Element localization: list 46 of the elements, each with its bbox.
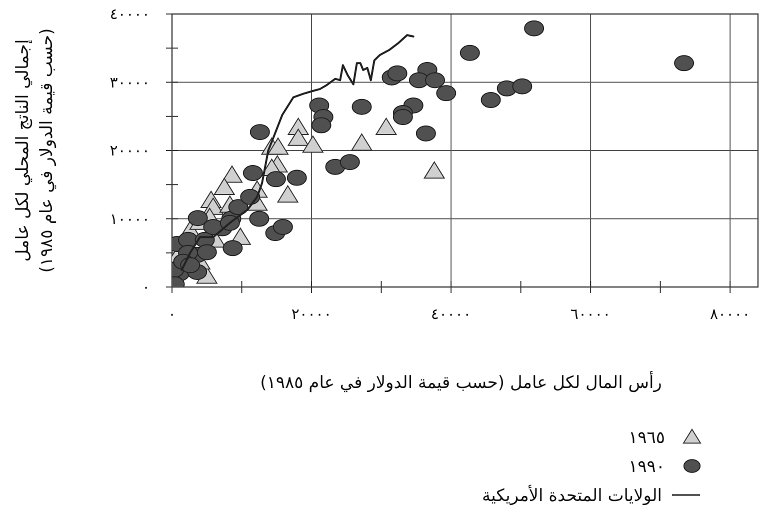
point xyxy=(392,109,413,126)
point xyxy=(480,92,501,108)
point xyxy=(376,118,397,135)
point xyxy=(674,55,694,72)
point xyxy=(188,210,208,226)
y-tick-label: ٤٠٠٠٠ xyxy=(110,5,150,23)
point xyxy=(416,125,436,142)
point xyxy=(311,117,332,134)
x-tick-label: ٤٠٠٠٠ xyxy=(430,305,472,323)
legend-label: ١٩٦٥ xyxy=(628,428,665,448)
y-tick-label: ٣٠٠٠٠ xyxy=(110,73,150,92)
point xyxy=(214,178,235,196)
point xyxy=(277,185,298,203)
y-tick-label: ٠ xyxy=(142,278,150,296)
x-tick-label: ٢٠٠٠٠ xyxy=(291,305,332,323)
point xyxy=(408,72,429,88)
point xyxy=(272,218,293,235)
point xyxy=(196,244,217,260)
point xyxy=(460,44,480,61)
point xyxy=(340,154,360,170)
point xyxy=(512,78,532,94)
point xyxy=(302,136,324,153)
point xyxy=(222,240,243,256)
y-tick-label: ٢٠٠٠٠ xyxy=(110,142,150,160)
point xyxy=(249,210,270,227)
point xyxy=(288,128,309,146)
point xyxy=(424,161,445,179)
legend-label: الولايات المتحدة الأمريكية xyxy=(482,484,662,506)
point xyxy=(351,133,372,151)
point xyxy=(436,85,456,102)
point xyxy=(268,138,289,155)
point xyxy=(425,72,445,88)
x-tick-label: ٦٠٠٠٠ xyxy=(570,305,611,323)
point xyxy=(250,124,270,140)
point xyxy=(266,171,286,188)
x-tick-label: ٠ xyxy=(168,305,176,323)
y-tick-label: ١٠٠٠٠ xyxy=(110,210,150,228)
point xyxy=(387,65,408,82)
point xyxy=(286,170,307,186)
point xyxy=(242,165,263,182)
legend-label: ١٩٩٠ xyxy=(628,457,665,477)
x-axis-title: رأس المال لكل عامل (حسب قيمة الدولار في عام ١٩٨٥) xyxy=(260,371,662,393)
point xyxy=(352,98,372,115)
x-tick-label: ٨٠٠٠٠ xyxy=(710,305,750,323)
y-axis-title: إجمالي الناتج المحلي لكل عامل (حسب قيمة الدولار في عام ١٩٨٥) xyxy=(13,28,57,273)
point xyxy=(524,20,544,36)
